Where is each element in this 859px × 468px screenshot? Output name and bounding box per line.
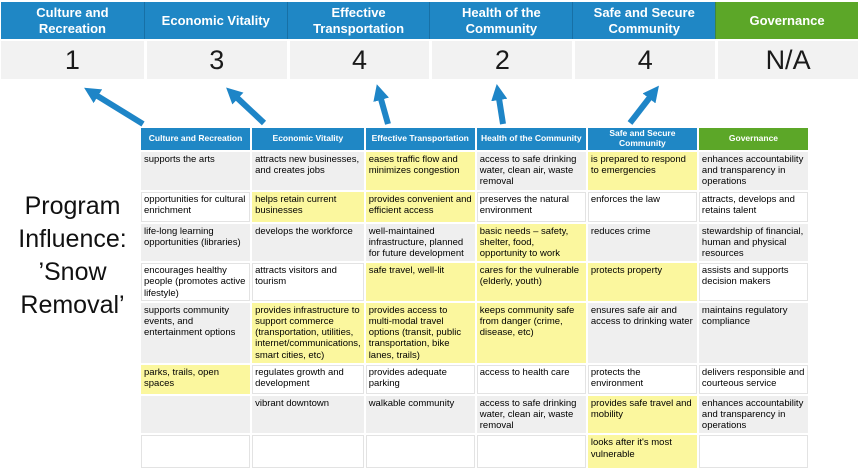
scoreboard-header-0: Culture and Recreation bbox=[1, 2, 144, 39]
matrix-cell-r5c5: ensures safe air and access to drinking … bbox=[587, 302, 697, 363]
matrix-cell-r2c5: enforces the law bbox=[587, 191, 697, 222]
matrix-cell-r7c6: enhances accountability and transparency… bbox=[698, 395, 808, 434]
matrix-header-1: Economic Vitality bbox=[252, 128, 364, 150]
matrix-cell-r5c3: provides access to multi-modal travel op… bbox=[365, 302, 475, 363]
program-influence-title: Program Influence: ’Snow Removal’ bbox=[18, 192, 127, 319]
matrix-cell-r8c6 bbox=[698, 435, 808, 468]
scoreboard-header-2: Effective Transportation bbox=[286, 2, 430, 39]
matrix-cell-r4c3: safe travel, well-lit bbox=[365, 263, 475, 301]
matrix-cell-r2c6: attracts, develops and retains talent bbox=[698, 191, 808, 222]
matrix-cell-r6c4: access to health care bbox=[476, 364, 586, 394]
matrix-cell-r8c5: looks after it's most vulnerable bbox=[587, 435, 697, 468]
matrix-header-5: Governance bbox=[698, 128, 808, 150]
matrix-cell-r4c4: cares for the vulnerable (elderly, youth… bbox=[476, 263, 586, 301]
matrix-cell-r1c5: is prepared to respond to emergencies bbox=[587, 152, 697, 190]
matrix-header-4: Safe and Secure Community bbox=[587, 128, 697, 150]
matrix-cell-r7c2: vibrant downtown bbox=[252, 395, 364, 434]
matrix-cell-r6c3: provides adequate parking bbox=[365, 364, 475, 394]
matrix-cell-r3c3: well-maintained infrastructure, planned … bbox=[365, 223, 475, 262]
matrix-cell-r8c3 bbox=[365, 435, 475, 468]
matrix-cell-r5c4: keeps community safe from danger (crime,… bbox=[476, 302, 586, 363]
scoreboard-score-1: 3 bbox=[143, 41, 287, 79]
scoreboard-header-3: Health of the Community bbox=[429, 2, 573, 39]
arrow-icon bbox=[373, 84, 391, 125]
matrix-cell-r2c2: helps retain current businesses bbox=[252, 191, 364, 222]
arrow-icon bbox=[491, 83, 508, 125]
matrix-cell-r1c6: enhances accountability and transparency… bbox=[698, 152, 808, 190]
matrix-cell-r3c6: stewardship of financial, human and phys… bbox=[698, 223, 808, 262]
matrix-cell-r4c2: attracts visitors and tourism bbox=[252, 263, 364, 301]
matrix-cell-r7c5: provides safe travel and mobility bbox=[587, 395, 697, 434]
matrix-cell-r6c6: delivers responsible and courteous servi… bbox=[698, 364, 808, 394]
arrow-icon bbox=[627, 85, 659, 125]
matrix-cell-r5c1: supports community events, and entertain… bbox=[141, 302, 251, 363]
matrix-cell-r3c2: develops the workforce bbox=[252, 223, 364, 262]
matrix-cell-r8c4 bbox=[476, 435, 586, 468]
matrix-cell-r6c1: parks, trails, open spaces bbox=[141, 364, 251, 394]
matrix-cell-r3c4: basic needs – safety, shelter, food, opp… bbox=[476, 223, 586, 262]
matrix-cell-r4c1: encourages healthy people (promotes acti… bbox=[141, 263, 251, 301]
influence-arrows bbox=[84, 83, 659, 127]
scoreboard-score-row: 1 3 4 2 4 N/A bbox=[1, 39, 858, 79]
matrix-cell-r1c1: supports the arts bbox=[141, 152, 251, 190]
matrix-header-3: Health of the Community bbox=[476, 128, 586, 150]
matrix-cell-r1c3: eases traffic flow and minimizes congest… bbox=[365, 152, 475, 190]
matrix-cell-r8c2 bbox=[252, 435, 364, 468]
matrix-cell-r5c2: provides infrastructure to support comme… bbox=[252, 302, 364, 363]
matrix-cell-r2c1: opportunities for cultural enrichment bbox=[141, 191, 251, 222]
scoreboard-score-4: 4 bbox=[572, 41, 716, 79]
scoreboard-score-2: 4 bbox=[286, 41, 430, 79]
matrix-cell-r1c2: attracts new businesses, and creates job… bbox=[252, 152, 364, 190]
matrix-header-0: Culture and Recreation bbox=[141, 128, 251, 150]
matrix-cell-r3c5: reduces crime bbox=[587, 223, 697, 262]
matrix-cell-r4c5: protects property bbox=[587, 263, 697, 301]
scoreboard-score-3: 2 bbox=[429, 41, 573, 79]
priorities-matrix: Culture and Recreation Economic Vitality E… bbox=[141, 128, 808, 468]
scoreboard-score-0: 1 bbox=[1, 41, 144, 79]
scoreboard-header-1: Economic Vitality bbox=[143, 2, 287, 39]
matrix-cell-r3c1: life-long learning opportunities (librar… bbox=[141, 223, 251, 262]
scoreboard-header-5: Governance bbox=[715, 2, 858, 39]
scoreboard: Culture and Recreation Economic Vitality E… bbox=[1, 2, 858, 79]
arrow-icon bbox=[226, 87, 267, 126]
matrix-cell-r5c6: maintains regulatory compliance bbox=[698, 302, 808, 363]
matrix-cell-r6c2: regulates growth and development bbox=[252, 364, 364, 394]
matrix-cell-r1c4: access to safe drinking water, clean air… bbox=[476, 152, 586, 190]
matrix-cell-r7c4: access to safe drinking water, clean air… bbox=[476, 395, 586, 434]
scoreboard-header-row: Culture and Recreation Economic Vitality E… bbox=[1, 2, 858, 39]
arrow-icon bbox=[84, 87, 145, 127]
matrix-cell-r2c4: preserves the natural environment bbox=[476, 191, 586, 222]
matrix-header-2: Effective Transportation bbox=[365, 128, 475, 150]
matrix-cell-r2c3: provides convenient and efficient access bbox=[365, 191, 475, 222]
scoreboard-score-5: N/A bbox=[715, 41, 858, 79]
matrix-cell-r6c5: protects the environment bbox=[587, 364, 697, 394]
scoreboard-header-4: Safe and Secure Community bbox=[572, 2, 716, 39]
matrix-cell-r8c1 bbox=[141, 435, 251, 468]
matrix-cell-r7c1 bbox=[141, 395, 251, 434]
matrix-cell-r7c3: walkable community bbox=[365, 395, 475, 434]
matrix-cell-r4c6: assists and supports decision makers bbox=[698, 263, 808, 301]
